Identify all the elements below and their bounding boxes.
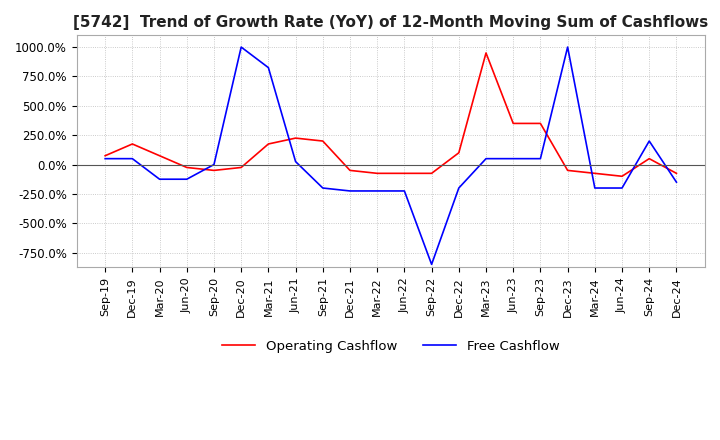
Free Cashflow [563,44,572,50]
Free Cashflow [482,156,490,161]
Free Cashflow [373,188,382,194]
Free Cashflow [210,162,218,167]
Free Cashflow [536,156,545,161]
Operating Cashflow [590,171,599,176]
Operating Cashflow [509,121,518,126]
Free Cashflow [264,65,273,70]
Operating Cashflow [645,156,654,161]
Operating Cashflow [292,136,300,141]
Operating Cashflow [672,171,680,176]
Operating Cashflow [182,165,191,170]
Free Cashflow [237,44,246,50]
Operating Cashflow [318,139,327,144]
Free Cashflow [101,156,109,161]
Operating Cashflow [210,168,218,173]
Operating Cashflow [156,153,164,158]
Free Cashflow [645,139,654,144]
Operating Cashflow [264,141,273,147]
Legend: Operating Cashflow, Free Cashflow: Operating Cashflow, Free Cashflow [217,334,565,358]
Line: Operating Cashflow: Operating Cashflow [105,53,676,176]
Free Cashflow [618,185,626,191]
Operating Cashflow [427,171,436,176]
Free Cashflow [454,185,463,191]
Operating Cashflow [563,168,572,173]
Free Cashflow [292,159,300,164]
Operating Cashflow [482,50,490,55]
Free Cashflow [400,188,409,194]
Operating Cashflow [237,165,246,170]
Free Cashflow [427,262,436,267]
Free Cashflow [182,176,191,182]
Operating Cashflow [400,171,409,176]
Operating Cashflow [536,121,545,126]
Free Cashflow [318,185,327,191]
Operating Cashflow [128,141,137,147]
Free Cashflow [509,156,518,161]
Free Cashflow [590,185,599,191]
Free Cashflow [128,156,137,161]
Title: [5742]  Trend of Growth Rate (YoY) of 12-Month Moving Sum of Cashflows: [5742] Trend of Growth Rate (YoY) of 12-… [73,15,708,30]
Free Cashflow [156,176,164,182]
Operating Cashflow [454,150,463,155]
Free Cashflow [346,188,354,194]
Operating Cashflow [346,168,354,173]
Operating Cashflow [373,171,382,176]
Free Cashflow [672,180,680,185]
Operating Cashflow [101,153,109,158]
Operating Cashflow [618,174,626,179]
Line: Free Cashflow: Free Cashflow [105,47,676,264]
